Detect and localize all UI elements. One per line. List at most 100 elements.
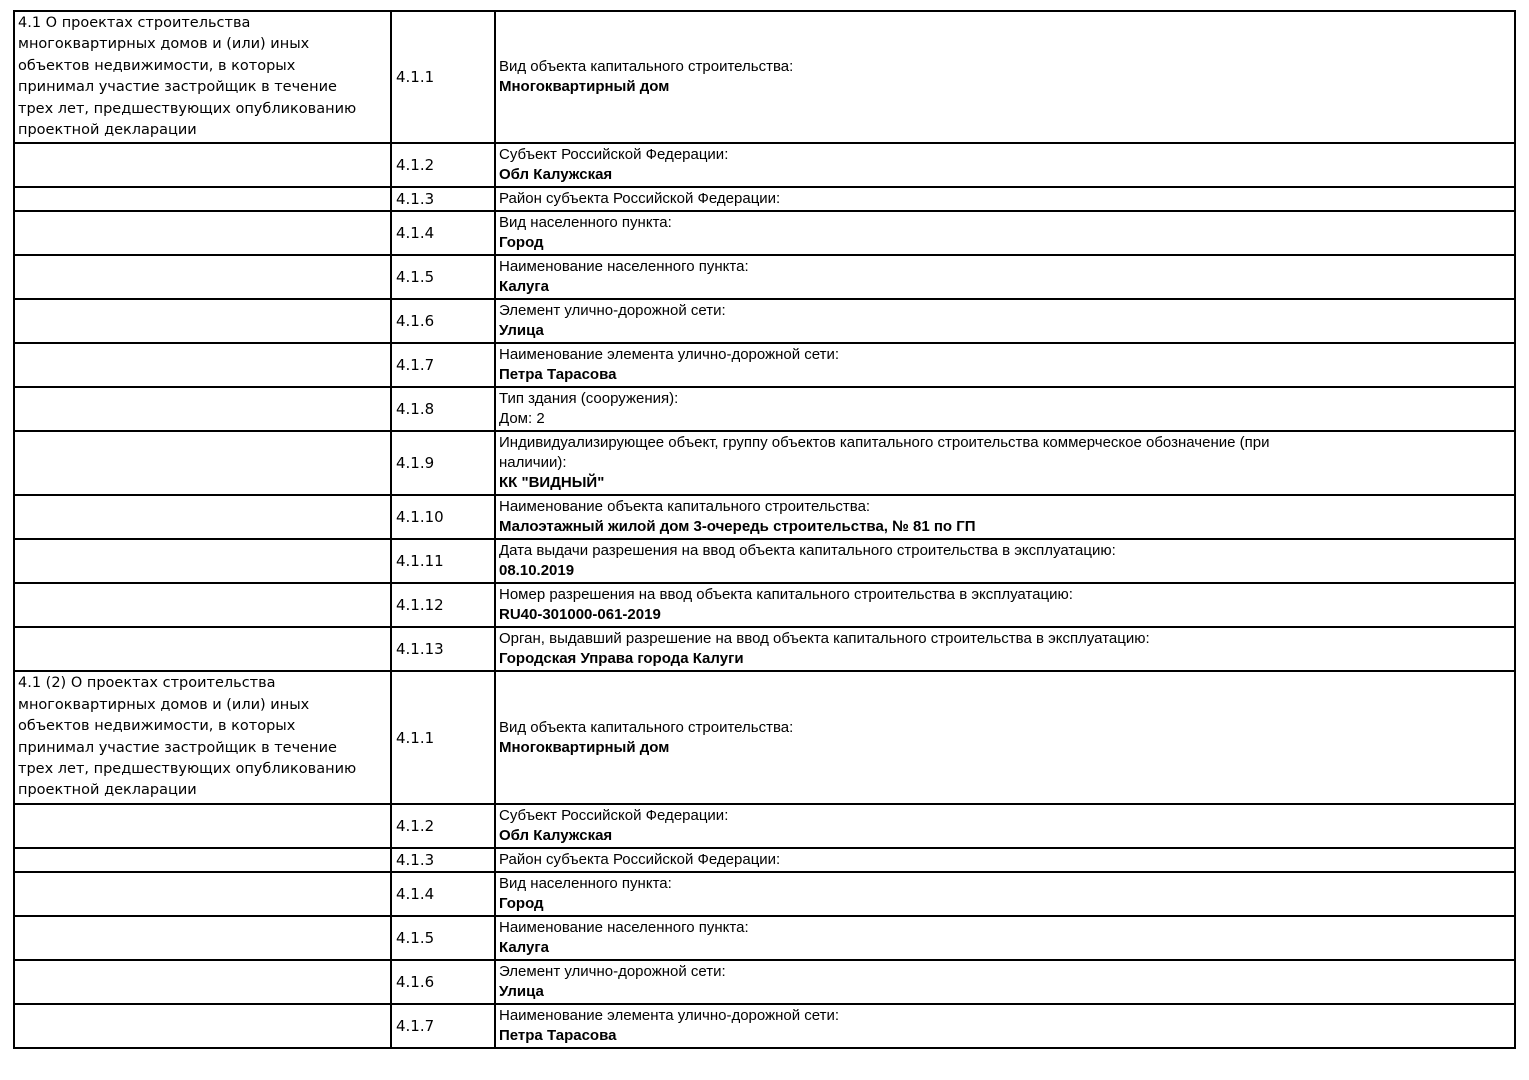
field-label: Субъект Российской Федерации:: [499, 806, 729, 824]
desc-empty-cell: [13, 802, 392, 849]
field-label: Наименование объекта капитального строит…: [499, 498, 871, 516]
row-number: 4.1.3: [390, 846, 496, 873]
desc-empty-cell: [13, 298, 392, 345]
row-content-cell: Дата выдачи разрешения на ввод объекта к…: [494, 538, 1516, 585]
row-content-cell: Субъект Российской Федерации: Обл Калужск…: [494, 142, 1516, 189]
row-number: 4.1.5: [390, 914, 496, 961]
field-label: Вид объекта капитального строительства:: [499, 718, 794, 736]
field-label: Наименование населенного пункта:: [499, 918, 749, 936]
field-label: Тип здания (сооружения):: [499, 390, 679, 408]
row-content-cell: Индивидуализирующее объект, группу объек…: [494, 430, 1516, 497]
row-content-cell: Район субъекта Российской Федерации:: [494, 846, 1516, 873]
field-value: RU40-301000-061-2019: [499, 606, 661, 624]
field-value: Город: [499, 234, 544, 252]
row-number: 4.1.2: [390, 802, 496, 849]
table-row: 4.1.7 Наименование элемента улично-дорожн…: [13, 1002, 1516, 1049]
project-declaration-table: 4.1 О проектах строительства многокварти…: [13, 9, 1516, 1049]
field-value: Петра Тарасова: [499, 366, 617, 384]
field-label: Субъект Российской Федерации:: [499, 146, 729, 164]
row-content-cell: Субъект Российской Федерации: Обл Калужск…: [494, 802, 1516, 849]
row-number: 4.1.6: [390, 298, 496, 345]
row-number: 4.1.2: [390, 142, 496, 189]
table-body: 4.1 О проектах строительства многокварти…: [13, 9, 1516, 1049]
desc-empty-cell: [13, 958, 392, 1005]
table-row: 4.1.7 Наименование элемента улично-дорожн…: [13, 342, 1516, 389]
section-title: 4.1 О проектах строительства многокварти…: [13, 9, 392, 145]
table-row: 4.1.11 Дата выдачи разрешения на ввод объ…: [13, 538, 1516, 585]
row-number: 4.1.1: [390, 9, 496, 145]
table-row: 4.1.5 Наименование населенного пункта: Кал…: [13, 254, 1516, 301]
field-label: Элемент улично-дорожной сети:: [499, 302, 726, 320]
table-row: 4.1.3 Район субъекта Российской Федерации…: [13, 846, 1516, 873]
row-number: 4.1.11: [390, 538, 496, 585]
field-value: Многоквартирный дом: [499, 78, 670, 96]
row-number: 4.1.7: [390, 1002, 496, 1049]
table-row: 4.1.4 Вид населенного пункта: Город: [13, 210, 1516, 257]
field-value: Обл Калужская: [499, 826, 613, 844]
field-label: Элемент улично-дорожной сети:: [499, 962, 726, 980]
desc-empty-cell: [13, 538, 392, 585]
field-value: Дом: 2: [499, 410, 545, 428]
row-content-cell: Тип здания (сооружения): Дом: 2: [494, 386, 1516, 433]
table-row: 4.1.9 Индивидуализирующее объект, группу …: [13, 430, 1516, 497]
field-value: Калуга: [499, 938, 549, 956]
desc-empty-cell: [13, 342, 392, 389]
desc-empty-cell: [13, 186, 392, 213]
table-row: 4.1.6 Элемент улично-дорожной сети: Улица: [13, 958, 1516, 1005]
row-content-cell: Наименование объекта капитального строит…: [494, 494, 1516, 541]
row-number: 4.1.10: [390, 494, 496, 541]
row-number: 4.1.12: [390, 582, 496, 629]
field-value: Многоквартирный дом: [499, 738, 670, 756]
row-content-cell: Район субъекта Российской Федерации:: [494, 186, 1516, 213]
field-label: Вид населенного пункта:: [499, 214, 672, 232]
desc-empty-cell: [13, 626, 392, 673]
field-label: Наименование элемента улично-дорожной се…: [499, 346, 840, 364]
row-content-cell: Элемент улично-дорожной сети: Улица: [494, 298, 1516, 345]
field-value: Калуга: [499, 278, 549, 296]
row-number: 4.1.8: [390, 386, 496, 433]
row-number: 4.1.3: [390, 186, 496, 213]
row-content-cell: Вид населенного пункта: Город: [494, 210, 1516, 257]
field-value: Обл Калужская: [499, 166, 613, 184]
desc-empty-cell: [13, 914, 392, 961]
field-value: Малоэтажный жилой дом 3-очередь строител…: [499, 518, 976, 536]
row-number: 4.1.7: [390, 342, 496, 389]
field-label: Орган, выдавший разрешение на ввод объек…: [499, 630, 1150, 648]
row-content-cell: Вид населенного пункта: Город: [494, 870, 1516, 917]
field-value: Улица: [499, 982, 544, 1000]
table-row: 4.1.2 Субъект Российской Федерации: Обл Ка…: [13, 802, 1516, 849]
table-row: 4.1.5 Наименование населенного пункта: Кал…: [13, 914, 1516, 961]
field-label: Индивидуализирующее объект, группу объек…: [499, 434, 1270, 472]
desc-empty-cell: [13, 1002, 392, 1049]
field-value: Улица: [499, 322, 544, 340]
field-label: Наименование элемента улично-дорожной се…: [499, 1006, 840, 1024]
desc-empty-cell: [13, 582, 392, 629]
field-value: Городская Управа города Калуги: [499, 650, 744, 668]
field-value: Петра Тарасова: [499, 1026, 617, 1044]
row-content-cell: Номер разрешения на ввод объекта капитал…: [494, 582, 1516, 629]
desc-empty-cell: [13, 254, 392, 301]
field-value: КК "ВИДНЫЙ": [499, 474, 605, 492]
table-row: 4.1.13 Орган, выдавший разрешение на ввод…: [13, 626, 1516, 673]
row-content-cell: Вид объекта капитального строительства: М…: [494, 9, 1516, 145]
table-row: 4.1 (2) О проектах строительства многокв…: [13, 670, 1516, 805]
row-number: 4.1.13: [390, 626, 496, 673]
table-row: 4.1.8 Тип здания (сооружения): Дом: 2: [13, 386, 1516, 433]
desc-empty-cell: [13, 430, 392, 497]
field-label: Вид населенного пункта:: [499, 874, 672, 892]
field-label: Номер разрешения на ввод объекта капитал…: [499, 586, 1073, 604]
table-row: 4.1 О проектах строительства многокварти…: [13, 9, 1516, 145]
row-content-cell: Наименование элемента улично-дорожной се…: [494, 342, 1516, 389]
field-label: Район субъекта Российской Федерации:: [499, 190, 781, 208]
table-row: 4.1.4 Вид населенного пункта: Город: [13, 870, 1516, 917]
desc-empty-cell: [13, 494, 392, 541]
row-number: 4.1.9: [390, 430, 496, 497]
row-content-cell: Элемент улично-дорожной сети: Улица: [494, 958, 1516, 1005]
field-label: Вид объекта капитального строительства:: [499, 58, 794, 76]
row-content-cell: Орган, выдавший разрешение на ввод объек…: [494, 626, 1516, 673]
section-title: 4.1 (2) О проектах строительства многокв…: [13, 670, 392, 805]
table-row: 4.1.10 Наименование объекта капитального …: [13, 494, 1516, 541]
row-number: 4.1.4: [390, 870, 496, 917]
row-number: 4.1.1: [390, 670, 496, 805]
